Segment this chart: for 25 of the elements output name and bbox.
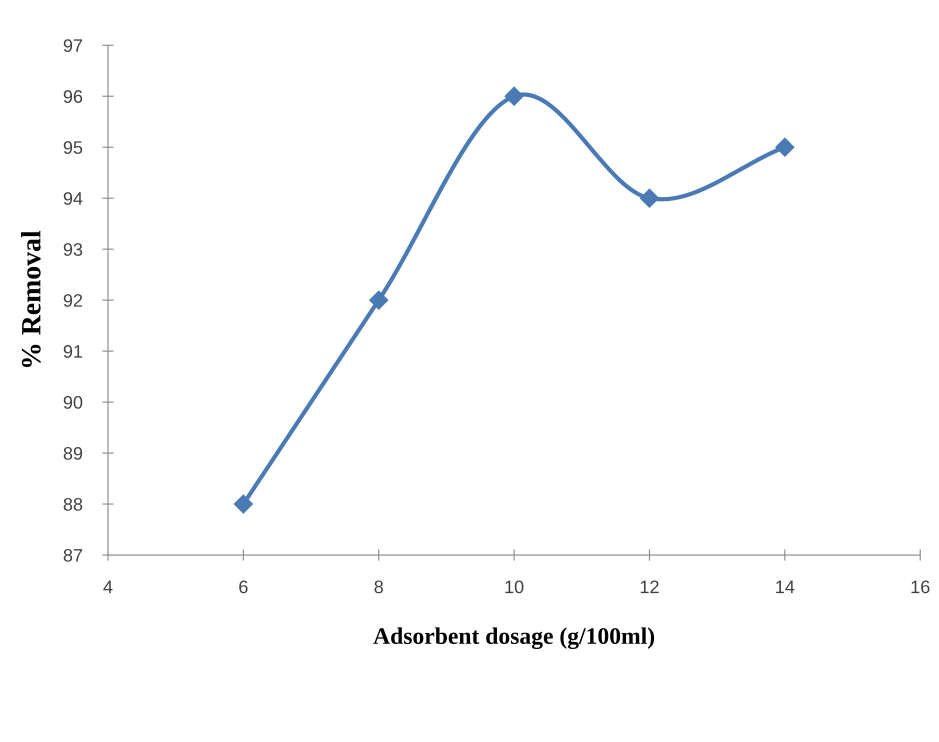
x-axis-title: Adsorbent dosage (g/100ml) (373, 627, 654, 649)
y-tick-label: 94 (64, 192, 82, 205)
y-tick-label: 87 (64, 548, 82, 562)
point (775, 138, 794, 157)
y-tick-label: 90 (64, 396, 82, 409)
y-tick-label: 89 (64, 447, 82, 460)
y-tick-label: 93 (64, 243, 82, 256)
x-tick-label: 4 (103, 580, 112, 594)
point (369, 290, 388, 310)
y-tick-label: 88 (64, 498, 82, 511)
x-tick-label: 12 (640, 580, 659, 594)
y-axis-title: % Removal (21, 230, 41, 368)
point (234, 494, 253, 514)
point (504, 86, 524, 106)
x-tick-label: 16 (912, 580, 930, 594)
x-tick-label: 8 (374, 580, 383, 594)
y-tick-label: 92 (64, 294, 82, 307)
point (640, 188, 660, 208)
x-tick-label: 10 (505, 580, 524, 594)
x-tick-label: 14 (776, 580, 794, 594)
y-tick-label: 96 (64, 90, 82, 103)
y-tick-label: 95 (64, 141, 82, 154)
x-tick-label: 6 (239, 580, 248, 594)
y-tick-label: 91 (64, 345, 82, 358)
y-tick-label: 97 (64, 39, 82, 52)
